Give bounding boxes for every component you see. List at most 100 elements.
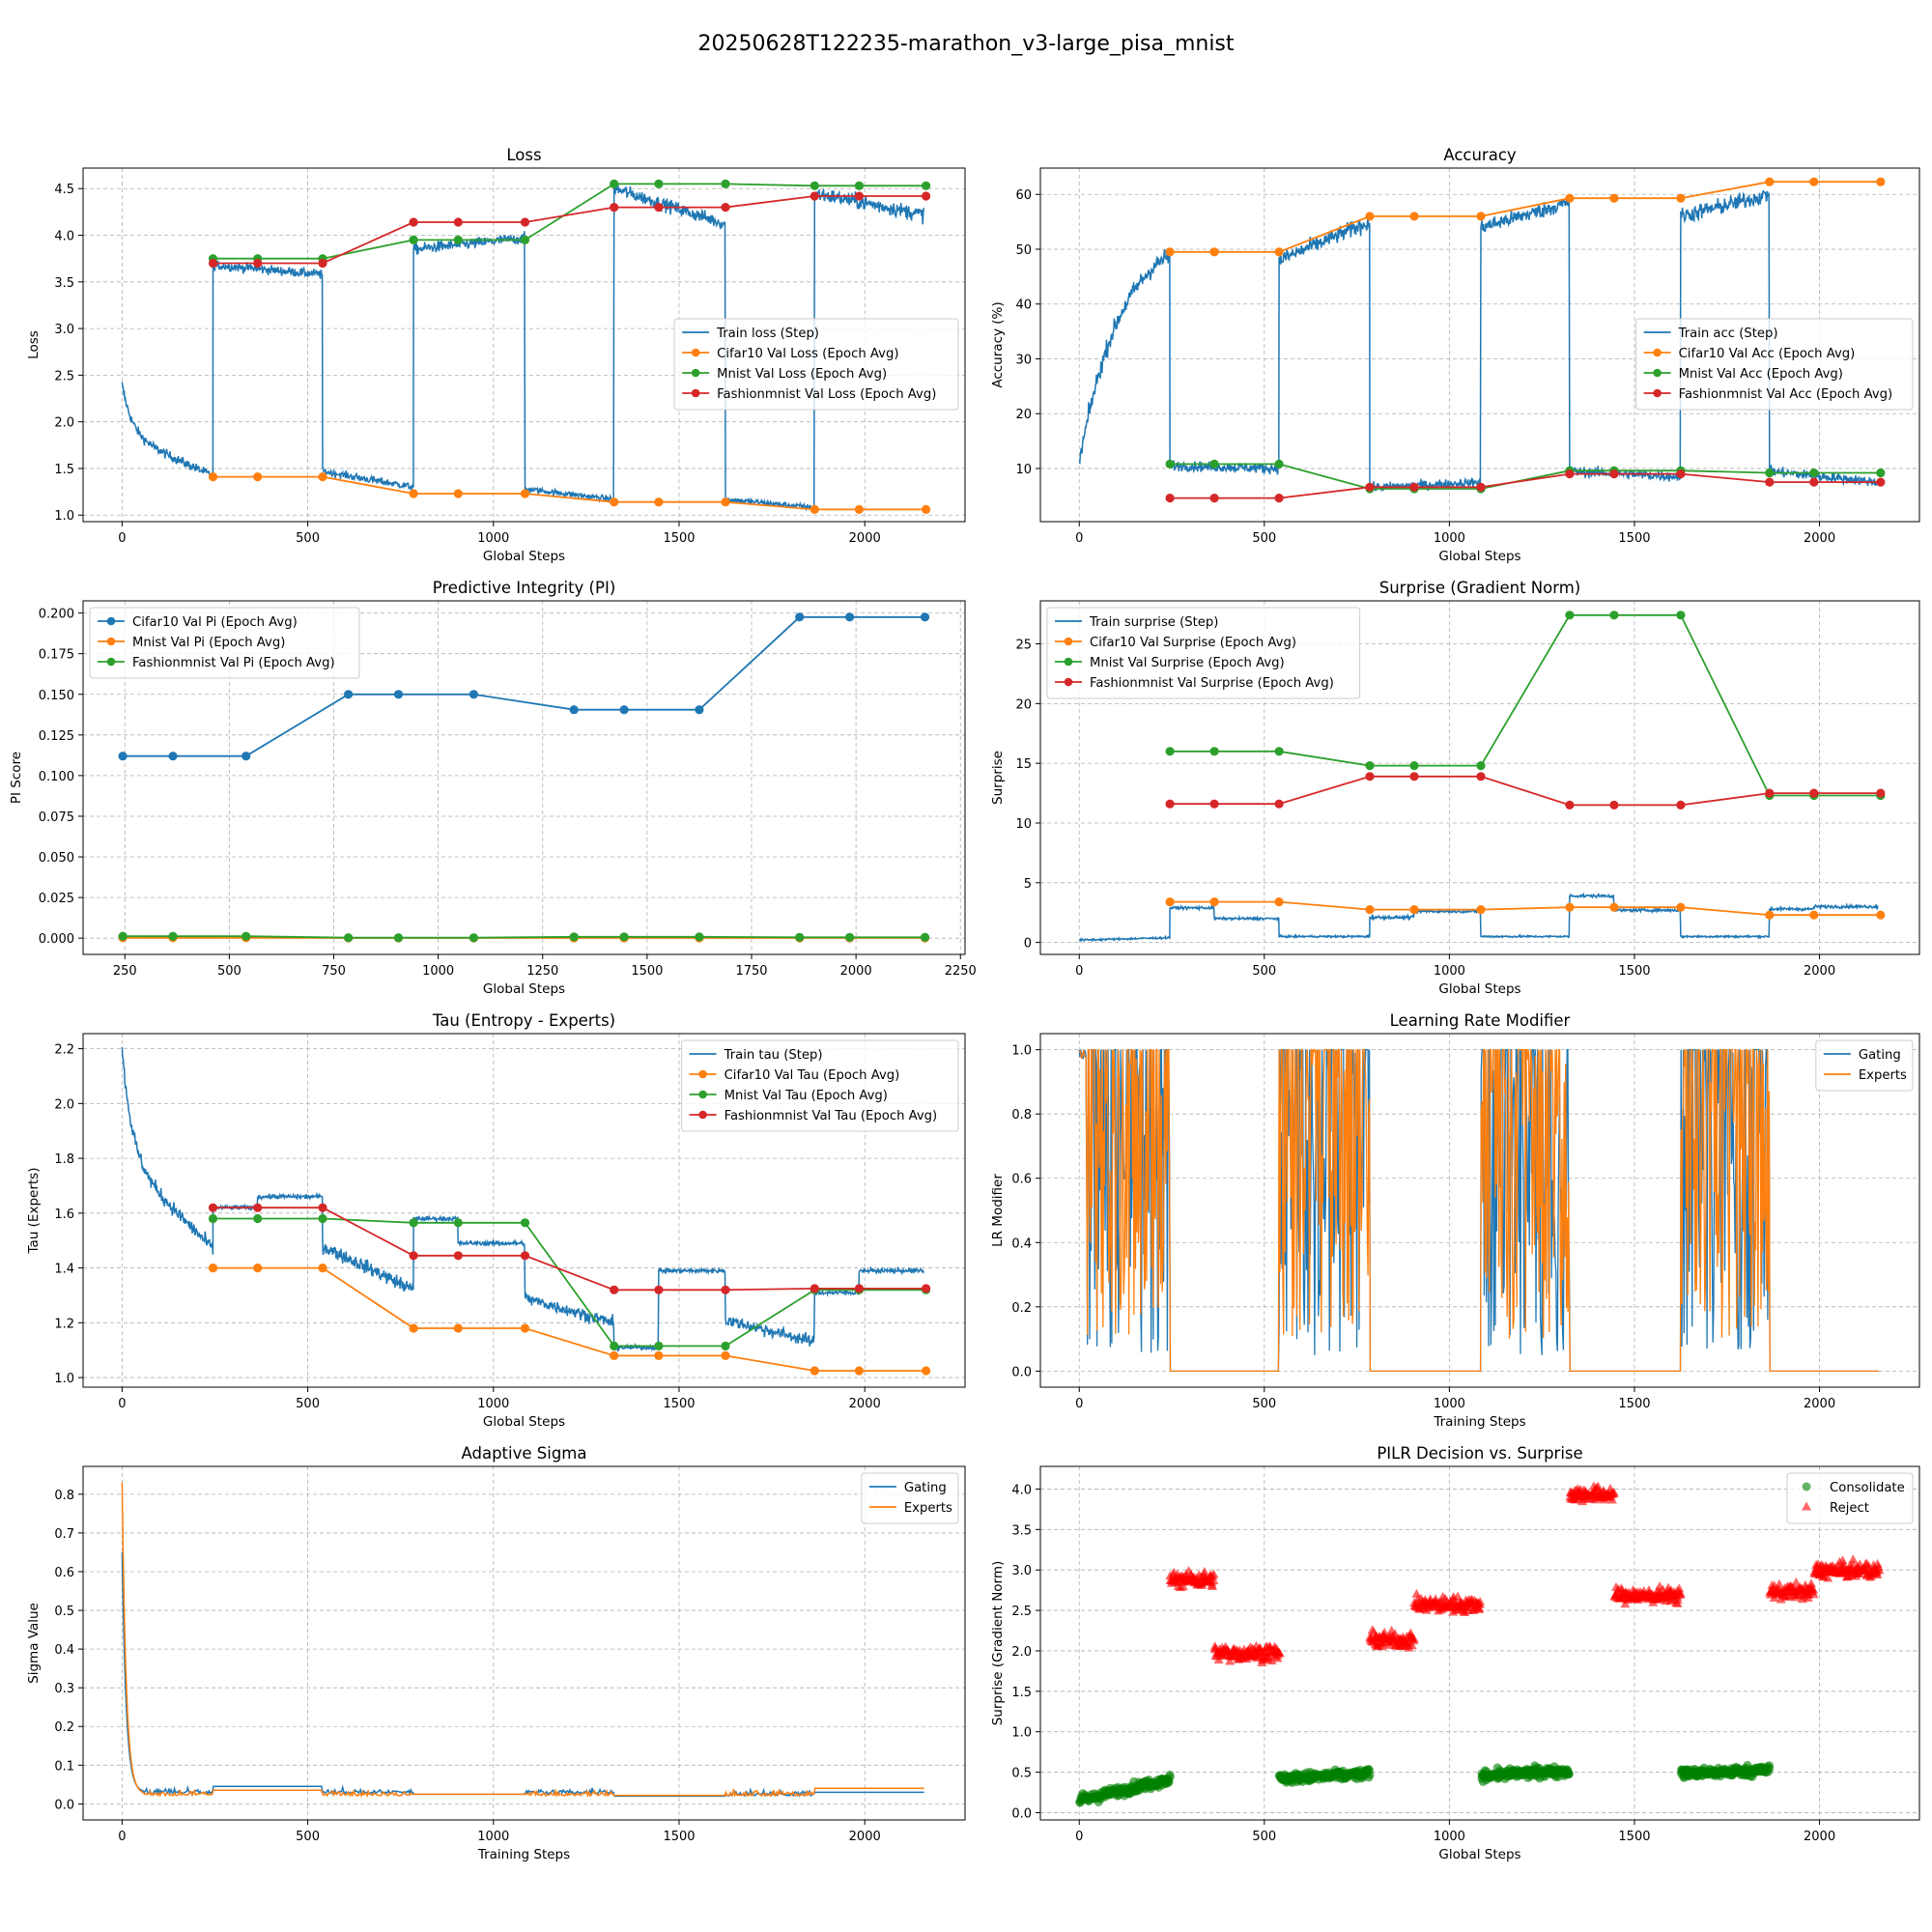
data-point-cifar10-val-acc-epoch-avg (1876, 177, 1886, 186)
y-tick-label: 0.075 (39, 810, 74, 825)
axes-frame (1039, 1465, 1920, 1821)
x-tick-label: 750 (322, 964, 346, 979)
legend-marker (1653, 368, 1662, 378)
y-tick-label: 20 (1015, 408, 1032, 422)
data-point-fashionmnist-val-pi-epoch-avg (469, 933, 478, 943)
data-point-cifar10-val-loss-epoch-avg (453, 489, 463, 498)
legend-label: Cifar10 Val Surprise (Epoch Avg) (1090, 636, 1296, 650)
x-tick-label: 1000 (1434, 531, 1465, 546)
data-point-fashionmnist-val-loss-epoch-avg (922, 191, 931, 201)
scatter-point (1273, 1647, 1284, 1657)
legend-marker (691, 388, 700, 398)
data-point-mnist-val-loss-epoch-avg (721, 179, 730, 188)
scatter-point (1848, 1554, 1859, 1564)
y-tick-label: 0.0 (1011, 1365, 1032, 1379)
x-tick-label: 1000 (422, 964, 454, 979)
axes-frame (82, 1465, 966, 1821)
data-point-fashionmnist-val-surprise-epoch-avg (1365, 772, 1375, 781)
scatter-point (1266, 1656, 1277, 1665)
legend-label: Mnist Val Tau (Epoch Avg) (724, 1089, 888, 1103)
data-point-mnist-val-surprise-epoch-avg (1365, 761, 1375, 771)
data-point-fashionmnist-val-pi-epoch-avg (344, 933, 354, 943)
legend-label: Train tau (Step) (724, 1048, 823, 1063)
legend-label: Train loss (Step) (716, 327, 819, 341)
data-point-cifar10-val-surprise-epoch-avg (1209, 897, 1219, 907)
data-point-fashionmnist-val-acc-epoch-avg (1409, 482, 1419, 492)
legend-marker (1653, 348, 1662, 357)
y-tick-label: 0.125 (39, 729, 74, 744)
axes-frame (1039, 600, 1920, 955)
data-point-cifar10-val-surprise-epoch-avg (1476, 905, 1486, 915)
x-axis-label: Global Steps (1438, 981, 1520, 997)
x-tick-label: 2000 (1804, 964, 1835, 979)
data-point-cifar10-val-surprise-epoch-avg (1765, 910, 1775, 920)
legend-marker (106, 616, 116, 626)
data-point-fashionmnist-val-pi-epoch-avg (845, 932, 855, 942)
data-point-cifar10-val-pi-epoch-avg (569, 705, 579, 715)
data-point-fashionmnist-val-tau-epoch-avg (318, 1203, 327, 1212)
data-point-fashionmnist-val-loss-epoch-avg (453, 217, 463, 227)
legend: Gating Experts (1815, 1039, 1914, 1092)
data-point-cifar10-val-surprise-epoch-avg (1876, 910, 1886, 920)
y-tick-label: 0.050 (39, 851, 74, 866)
x-tick-label: 2000 (1804, 1830, 1835, 1844)
data-point-fashionmnist-val-tau-epoch-avg (654, 1285, 664, 1294)
legend: Consolidate Reject (1786, 1472, 1914, 1524)
y-tick-label: 1.0 (1011, 1726, 1032, 1741)
legend-label: Mnist Val Surprise (Epoch Avg) (1090, 656, 1285, 670)
y-tick-label: 15 (1015, 757, 1032, 772)
series-reject (1165, 1481, 1885, 1666)
y-tick-label: 2.5 (54, 369, 74, 384)
panel-sigma: 0 500 1000 1500 2000 0.0 0.1 0.2 0.3 0.4 0.5 0.6 0.7… (26, 1444, 966, 1862)
panel-title: Surprise (Gradient Norm) (1379, 579, 1581, 597)
data-point-cifar10-val-pi-epoch-avg (344, 690, 354, 699)
data-point-cifar10-val-pi-epoch-avg (242, 752, 251, 761)
y-tick-label: 4.0 (54, 230, 74, 244)
y-tick-label: 0.4 (54, 1643, 74, 1658)
data-point-mnist-val-tau-epoch-avg (654, 1341, 664, 1350)
scatter-point (1823, 1573, 1833, 1582)
x-tick-label: 2000 (849, 1397, 881, 1411)
axes-frame (82, 1033, 966, 1388)
data-point-mnist-val-tau-epoch-avg (253, 1213, 263, 1224)
x-tick-label: 500 (1252, 1830, 1276, 1844)
legend-label: Cifar10 Val Pi (Epoch Avg) (132, 615, 298, 630)
x-tick-label: 1000 (1434, 1830, 1465, 1844)
data-point-fashionmnist-val-surprise-epoch-avg (1765, 788, 1775, 798)
data-point-cifar10-val-pi-epoch-avg (469, 690, 478, 699)
data-point-cifar10-val-acc-epoch-avg (1809, 177, 1819, 186)
y-tick-label: 50 (1015, 243, 1032, 258)
x-tick-label: 1000 (1434, 1397, 1465, 1411)
data-point-cifar10-val-pi-epoch-avg (920, 612, 930, 622)
data-point-mnist-val-tau-epoch-avg (409, 1218, 418, 1228)
data-point-mnist-val-loss-epoch-avg (610, 179, 619, 188)
x-axis-label: Training Steps (477, 1847, 570, 1862)
y-axis-label: Surprise (990, 751, 1006, 805)
legend-marker (1064, 677, 1073, 687)
data-point-fashionmnist-val-loss-epoch-avg (318, 258, 327, 269)
data-point-cifar10-val-surprise-epoch-avg (1274, 897, 1284, 907)
plot-area (1079, 611, 1886, 943)
x-tick-label: 1500 (631, 964, 663, 979)
y-tick-label: 2.0 (54, 1097, 74, 1112)
data-point-fashionmnist-val-tau-epoch-avg (721, 1285, 730, 1294)
data-point-cifar10-val-tau-epoch-avg (253, 1264, 263, 1273)
data-point-cifar10-val-loss-epoch-avg (922, 504, 931, 515)
x-tick-label: 0 (1075, 1830, 1083, 1844)
y-tick-label: 0.025 (39, 892, 74, 906)
legend: Train acc (Step) Cifar10 Val Acc (Epoch A… (1635, 318, 1914, 411)
data-point-fashionmnist-val-tau-epoch-avg (409, 1251, 418, 1261)
y-axis-label: Sigma Value (26, 1603, 42, 1684)
series-line-cifar10-val-pi-epoch-avg (123, 615, 925, 757)
y-tick-label: 0.5 (54, 1605, 74, 1619)
x-tick-label: 2000 (840, 964, 872, 979)
legend-label: Reject (1830, 1501, 1869, 1516)
data-point-cifar10-val-pi-epoch-avg (118, 752, 128, 761)
y-tick-label: 5 (1024, 877, 1032, 892)
data-point-cifar10-val-tau-epoch-avg (520, 1323, 530, 1333)
scatter-point (1593, 1481, 1604, 1491)
data-point-fashionmnist-val-loss-epoch-avg (654, 203, 664, 213)
scatter-point (1165, 1773, 1175, 1782)
y-tick-label: 0.175 (39, 648, 74, 663)
